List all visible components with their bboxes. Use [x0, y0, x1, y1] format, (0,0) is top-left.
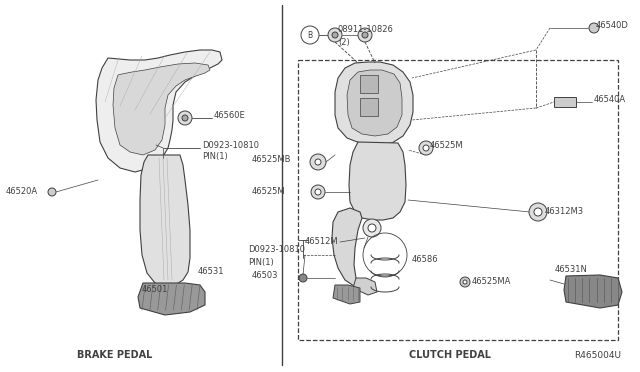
Text: PIN(1): PIN(1) [248, 257, 274, 266]
Circle shape [529, 203, 547, 221]
Polygon shape [349, 142, 406, 220]
Polygon shape [353, 278, 377, 295]
Text: 46525MB: 46525MB [252, 155, 291, 164]
Text: B: B [307, 31, 312, 39]
Circle shape [363, 219, 381, 237]
Text: 46560E: 46560E [214, 112, 246, 121]
Polygon shape [333, 285, 360, 304]
Text: 08911-10826: 08911-10826 [338, 26, 394, 35]
Text: 46525M: 46525M [430, 141, 463, 150]
Text: 46540D: 46540D [596, 22, 629, 31]
Text: 46540A: 46540A [594, 96, 626, 105]
Text: (2): (2) [338, 38, 349, 46]
Bar [298, 60, 618, 340]
Circle shape [310, 154, 326, 170]
Polygon shape [335, 62, 413, 145]
Circle shape [368, 224, 376, 232]
Circle shape [419, 141, 433, 155]
Text: 46531: 46531 [198, 267, 225, 276]
Text: 46525MA: 46525MA [472, 278, 511, 286]
Text: 46525M: 46525M [252, 187, 285, 196]
Circle shape [534, 208, 542, 216]
Text: 46312M3: 46312M3 [545, 208, 584, 217]
Circle shape [423, 145, 429, 151]
Circle shape [463, 280, 467, 284]
Polygon shape [113, 63, 210, 155]
Text: D0923-10810: D0923-10810 [202, 141, 259, 150]
Bar [360, 75, 378, 93]
Text: 46512M: 46512M [305, 237, 339, 247]
Bar [360, 98, 378, 116]
Circle shape [311, 185, 325, 199]
Polygon shape [96, 50, 222, 172]
Text: D0923-10810: D0923-10810 [248, 246, 305, 254]
Circle shape [48, 188, 56, 196]
Circle shape [328, 28, 342, 42]
Circle shape [460, 277, 470, 287]
Text: 46520A: 46520A [6, 187, 38, 196]
Circle shape [315, 189, 321, 195]
Text: 46586: 46586 [412, 256, 438, 264]
Circle shape [589, 23, 599, 33]
Bar [554, 97, 576, 107]
Text: PIN(1): PIN(1) [202, 151, 228, 160]
Text: 46501: 46501 [142, 285, 168, 295]
Polygon shape [332, 208, 368, 288]
Circle shape [299, 274, 307, 282]
Polygon shape [140, 155, 190, 286]
Text: CLUTCH PEDAL: CLUTCH PEDAL [409, 350, 491, 360]
Circle shape [178, 111, 192, 125]
Text: BRAKE PEDAL: BRAKE PEDAL [77, 350, 153, 360]
Polygon shape [347, 70, 402, 136]
Circle shape [332, 32, 338, 38]
Circle shape [182, 115, 188, 121]
Circle shape [362, 32, 368, 38]
Polygon shape [564, 275, 622, 308]
Text: R465004U: R465004U [575, 350, 621, 359]
Circle shape [315, 159, 321, 165]
Text: 46531N: 46531N [555, 266, 588, 275]
Circle shape [301, 26, 319, 44]
Text: 46503: 46503 [252, 270, 278, 279]
Polygon shape [138, 283, 205, 315]
Circle shape [358, 28, 372, 42]
